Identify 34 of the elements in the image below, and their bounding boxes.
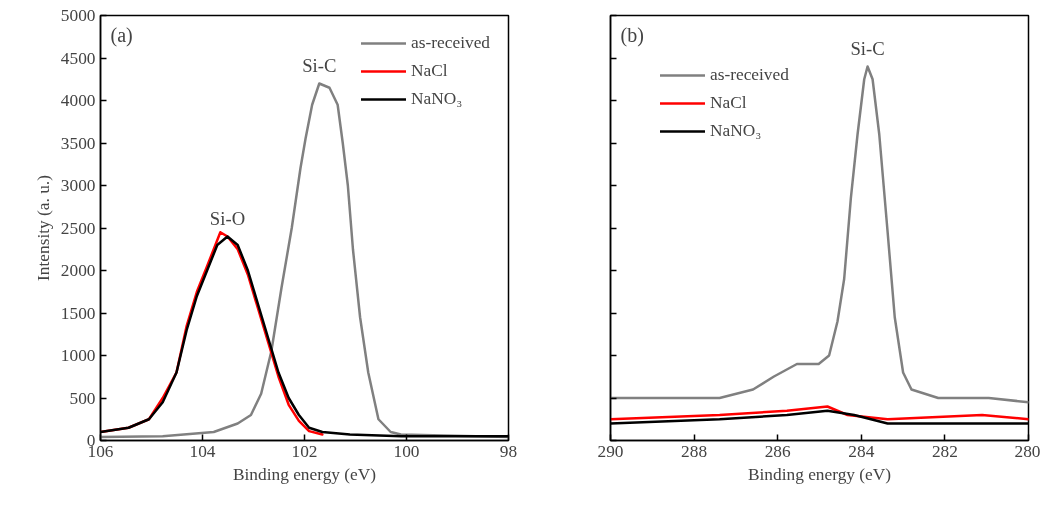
annotation: (a) [110,23,133,47]
y-tick-label: 2000 [60,261,96,280]
x-tick-label: 280 [1014,441,1040,461]
legend-label: NaCl [411,61,448,81]
legend-label: NaCl [710,93,747,113]
x-tick-label: 288 [681,441,708,461]
x-tick-label: 286 [764,441,792,461]
x-tick-label: 100 [393,441,420,461]
annotation: Si-C [850,37,885,59]
y-tick-label: 3000 [60,176,96,195]
x-tick-label: 284 [848,441,875,461]
y-tick-label: 4000 [60,91,96,110]
y-axis-title: Intensity (a. u.) [33,174,53,281]
x-axis-title: Binding energy (eV) [747,464,892,484]
x-tick-label: 282 [931,441,958,461]
y-tick-label: 4500 [60,48,96,68]
annotation: Si-O [209,207,246,229]
y-tick-label: 1000 [60,346,96,365]
legend-label: NaNO₃ [411,89,463,109]
annotation: (b) [620,23,644,47]
y-tick-label: 1500 [60,303,96,323]
annotation: Si-C [302,54,337,76]
x-axis-title: Binding energy (eV) [232,464,377,484]
legend-label: as-received [411,33,490,53]
x-tick-label: 290 [597,441,624,461]
legend-label: NaNO₃ [710,121,762,141]
x-tick-label: 104 [189,441,216,461]
y-tick-label: 5000 [60,6,96,25]
y-tick-label: 2500 [60,218,96,238]
y-tick-label: 3500 [60,133,96,153]
legend-label: as-received [710,65,789,85]
x-tick-label: 102 [291,441,318,461]
x-tick-label: 98 [499,441,518,461]
y-tick-label: 500 [69,388,96,408]
